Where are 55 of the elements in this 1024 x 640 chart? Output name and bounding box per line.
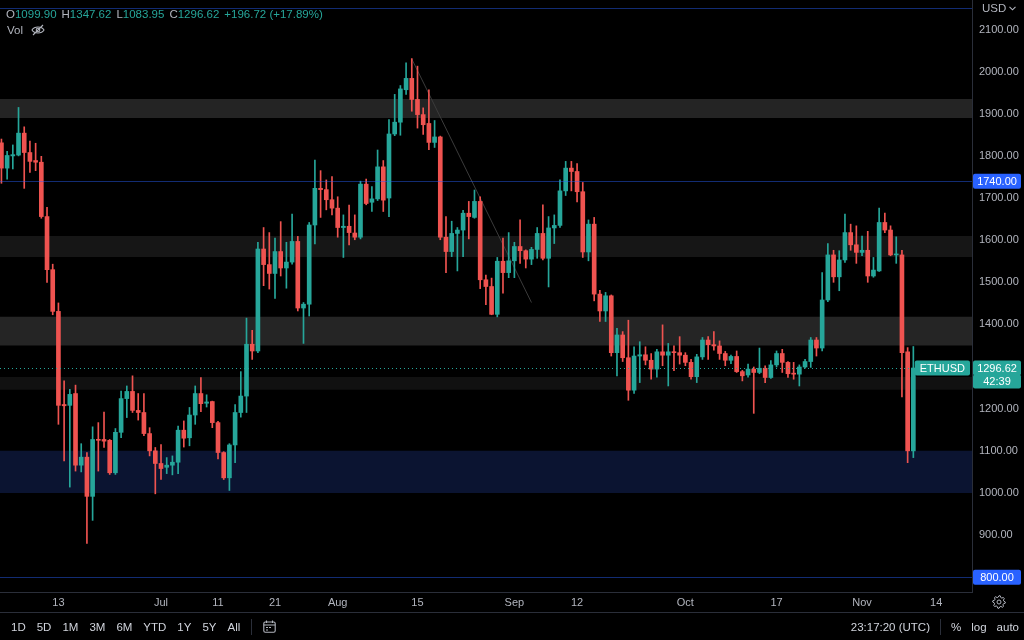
- y-tick-label: 1400.00: [979, 317, 1019, 330]
- y-tick-label: 2100.00: [979, 22, 1019, 35]
- text: log: [971, 620, 987, 633]
- annotation: +196.72 (+17.89%): [224, 8, 323, 20]
- text: USD: [982, 2, 1007, 14]
- ref-line-label: 800.00: [980, 570, 1014, 583]
- y-tick-label: 1500.00: [979, 275, 1019, 288]
- x-tick-label: Aug: [327, 595, 348, 608]
- x-tick-label: 14: [930, 595, 943, 608]
- candlestick: [249, 330, 255, 360]
- annotation: Vol: [7, 24, 23, 36]
- text: auto: [996, 620, 1019, 633]
- annotation: O1099.90: [6, 8, 57, 20]
- y-tick-label: 2000.00: [979, 64, 1019, 77]
- annotation: L1083.95: [116, 8, 165, 20]
- annotation: ETHUSD: [919, 361, 966, 374]
- y-tick-label: 1100.00: [979, 443, 1018, 456]
- ref-line-label: 1296.62: [977, 361, 1017, 374]
- candlestick: [859, 235, 865, 257]
- x-tick-label: 11: [212, 595, 224, 608]
- x-tick-label: Sep: [504, 595, 525, 608]
- text: All: [227, 620, 241, 633]
- x-tick-label: 12: [570, 595, 584, 608]
- y-tick-label: 1000.00: [979, 486, 1019, 499]
- text: 3M: [89, 620, 106, 633]
- y-tick-label: 1900.00: [979, 106, 1019, 119]
- x-tick-label: 21: [268, 595, 282, 608]
- annotation: C1296.62: [169, 8, 220, 20]
- candlestick: [751, 366, 757, 414]
- ref-line-label: 1740.00: [977, 174, 1017, 187]
- x-tick-label: 17: [770, 595, 783, 608]
- y-tick-label: 900.00: [979, 528, 1013, 541]
- x-tick-label: Jul: [153, 595, 169, 608]
- x-tick-label: 13: [52, 595, 65, 608]
- candlestick: [466, 201, 472, 240]
- text: 6M: [116, 620, 133, 633]
- text: 5Y: [202, 620, 217, 633]
- y-tick-label: 1200.00: [979, 401, 1019, 414]
- text: YTD: [143, 620, 167, 633]
- text: 5D: [36, 620, 52, 633]
- x-tick-label: Nov: [852, 595, 873, 608]
- text: 1D: [11, 620, 26, 633]
- x-tick-label: Oct: [676, 595, 694, 608]
- y-tick-label: 1600.00: [979, 233, 1019, 246]
- text: 42:39: [983, 374, 1011, 387]
- text: 1Y: [177, 620, 192, 633]
- annotation: H1347.62: [61, 8, 112, 20]
- text: %: [951, 620, 962, 633]
- text: 23:17:20 (UTC): [850, 620, 931, 633]
- candlestick: [352, 214, 358, 241]
- x-tick-label: 15: [411, 595, 424, 608]
- candlestick: [67, 389, 73, 488]
- y-tick-label: 1800.00: [979, 148, 1019, 161]
- text: 1M: [62, 620, 79, 633]
- y-tick-label: 1700.00: [979, 191, 1019, 204]
